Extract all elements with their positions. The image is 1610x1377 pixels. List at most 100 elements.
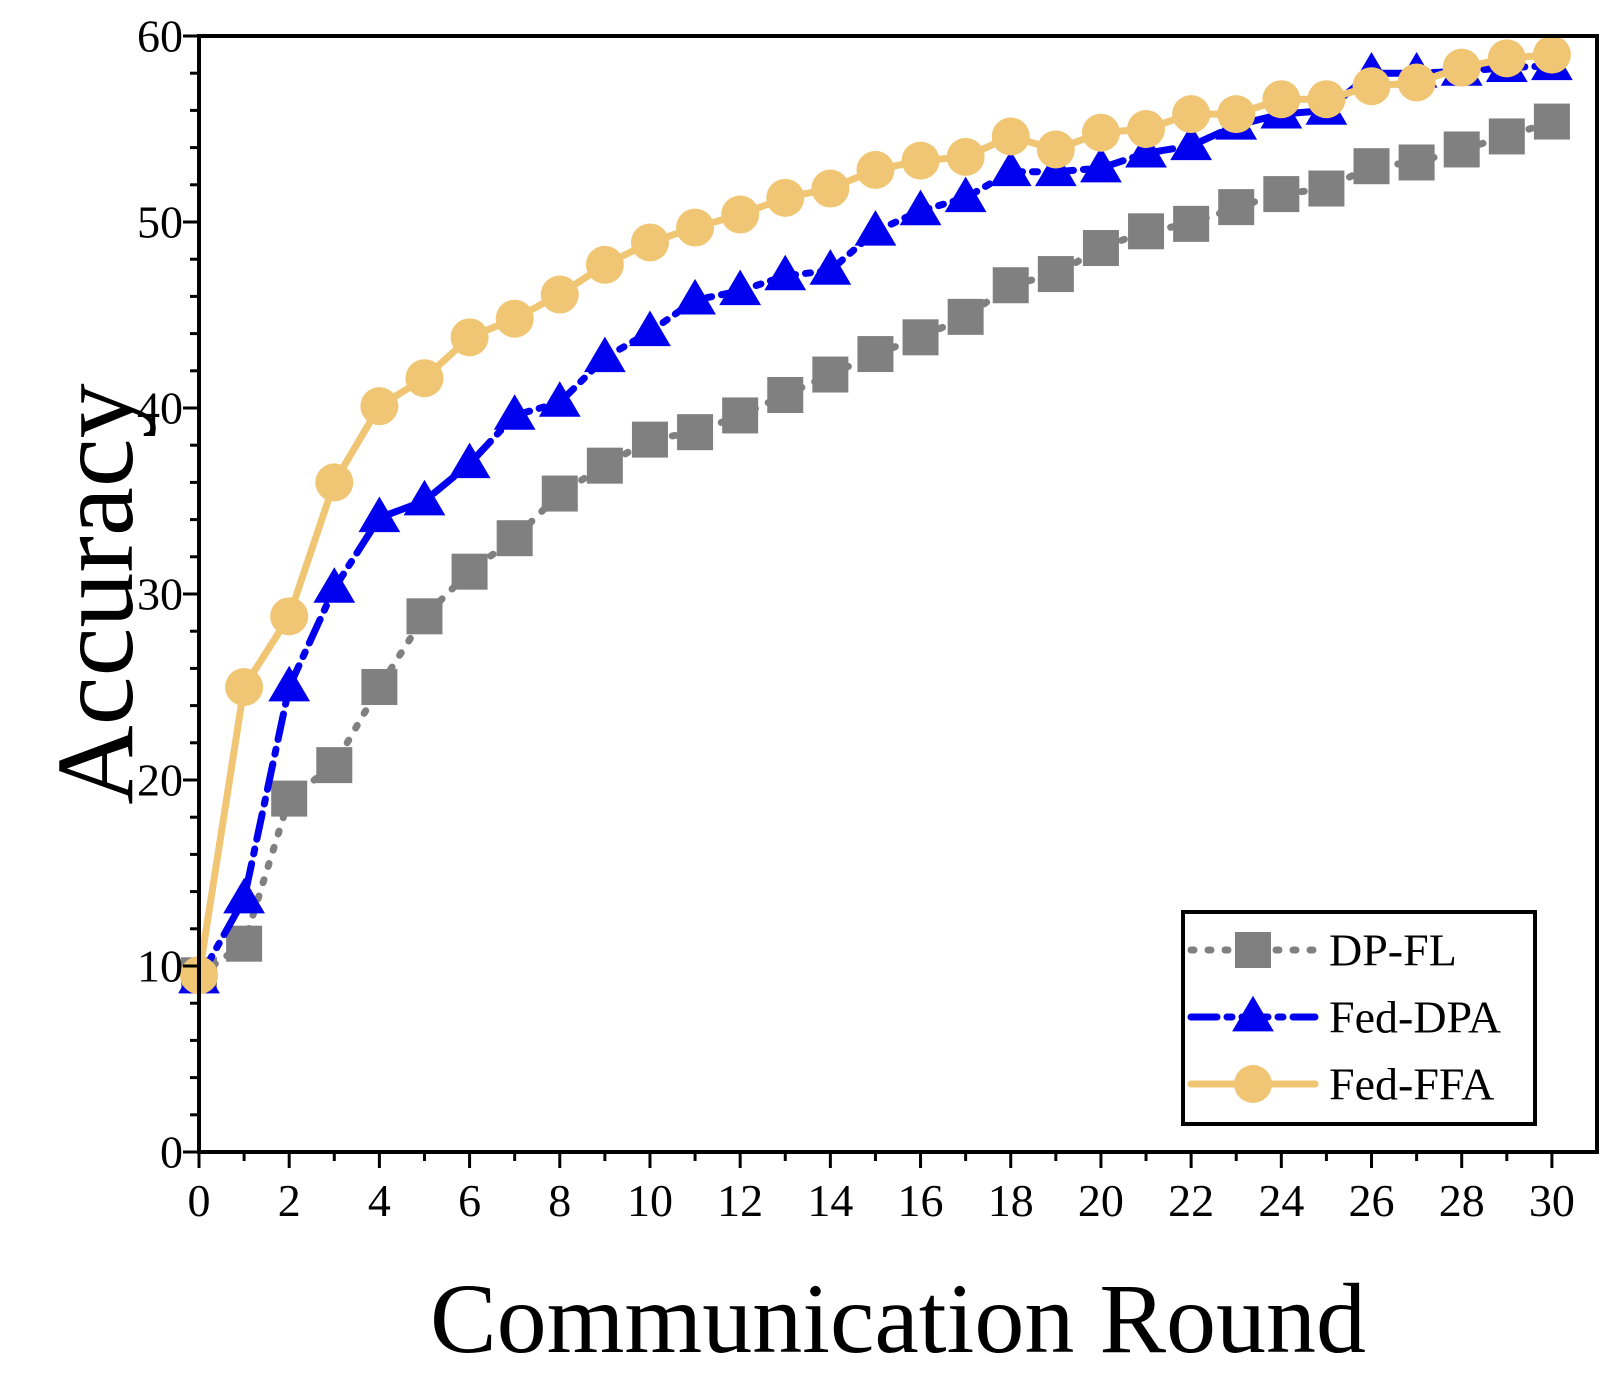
data-point-fed-ffa [225,668,264,706]
data-point-fed-dpa [629,310,671,347]
data-point-fed-ffa [450,318,489,357]
data-point-fed-ffa [1397,63,1436,102]
data-point-dp-fl [677,414,714,451]
data-point-fed-ffa [1442,48,1481,87]
legend-label: Fed-DPA [1329,992,1501,1043]
data-point-fed-ffa [495,299,534,338]
data-point-fed-ffa [270,597,309,636]
legend-entry-dp-fl: DP-FL [1187,925,1457,976]
data-point-fed-dpa [493,394,536,430]
data-point-dp-fl [316,747,353,784]
data-point-fed-dpa [313,567,356,603]
data-point-fed-dpa [1170,124,1213,161]
data-point-dp-fl [406,598,443,635]
data-point-fed-ffa [1487,39,1526,78]
data-point-fed-dpa [223,877,265,914]
data-point-fed-ffa [856,150,895,189]
x-tick-label: 20 [1078,1175,1124,1226]
y-tick-label: 0 [160,1127,183,1178]
data-point-fed-ffa [1127,110,1166,148]
data-point-dp-fl [1218,189,1255,226]
data-point-fed-dpa [583,336,626,373]
data-point-fed-dpa [448,442,491,479]
data-point-fed-dpa [989,150,1032,187]
data-point-dp-fl [1173,205,1210,242]
x-tick-label: 10 [627,1175,673,1226]
data-point-fed-ffa [721,195,760,234]
y-tick-label: 20 [137,755,183,806]
data-point-dp-fl [902,319,939,356]
data-point-fed-ffa [811,169,850,208]
y-tick-label: 40 [137,383,183,434]
series-line-dp-fl [195,118,1556,979]
y-axis-title: Accuracy [34,383,156,804]
data-point-fed-ffa [1081,113,1120,152]
y-tick-label: 30 [137,569,183,620]
data-point-fed-dpa [854,210,897,246]
data-point-dp-fl [722,397,759,434]
data-point-fed-ffa [1262,80,1301,119]
data-point-dp-fl [226,925,263,962]
data-point-dp-fl [1082,230,1119,267]
data-point-fed-ffa [1307,80,1346,119]
plot-area [178,35,1573,995]
x-tick-label: 26 [1349,1175,1395,1226]
data-point-fed-dpa [899,189,942,226]
series-line-fed-ffa [195,51,1556,979]
series-dp-fl [181,103,1570,994]
data-point-fed-dpa [358,496,401,533]
legend-swatch-marker [1234,1065,1272,1103]
data-point-fed-ffa [630,223,669,262]
legend-entry-fed-ffa: Fed-FFA [1187,1059,1494,1110]
data-point-dp-fl [1037,256,1074,293]
data-point-dp-fl [496,520,533,557]
y-tick-label: 10 [137,941,183,992]
data-point-fed-dpa [1080,146,1122,183]
x-tick-label: 28 [1439,1175,1485,1226]
data-point-fed-dpa [944,176,987,213]
x-tick-label: 0 [188,1175,211,1226]
data-point-dp-fl [812,356,849,393]
data-point-fed-ffa [676,208,715,247]
data-point-fed-dpa [764,254,807,291]
data-point-dp-fl [1128,213,1165,250]
data-point-fed-ffa [991,117,1030,156]
data-point-fed-ffa [946,137,985,176]
data-point-fed-ffa [1217,95,1256,134]
data-point-fed-ffa [1036,130,1075,169]
data-point-dp-fl [1533,103,1570,140]
data-point-fed-ffa [901,141,940,180]
data-point-fed-ffa [585,245,624,284]
data-point-dp-fl [1443,131,1480,168]
y-tick-label: 50 [137,197,183,248]
data-point-dp-fl [586,447,623,484]
x-tick-label: 30 [1529,1175,1575,1226]
x-tick-label: 2 [278,1175,301,1226]
data-point-dp-fl [992,267,1029,304]
data-point-dp-fl [947,298,984,335]
data-point-fed-dpa [809,249,852,285]
x-tick-label: 22 [1168,1175,1214,1226]
data-point-dp-fl [1353,148,1390,185]
x-tick-label: 4 [368,1175,391,1226]
data-point-dp-fl [1488,118,1525,155]
data-point-fed-ffa [540,275,579,314]
x-tick-label: 12 [717,1175,763,1226]
data-point-fed-dpa [403,479,446,516]
y-tick-label: 60 [137,11,183,62]
data-point-fed-dpa [1125,131,1167,168]
data-point-fed-dpa [674,278,716,315]
legend-swatch-marker [1232,995,1274,1032]
legend-label: DP-FL [1329,925,1457,976]
data-point-dp-fl [631,421,668,458]
data-point-fed-ffa [1532,35,1571,74]
data-point-dp-fl [767,376,804,413]
data-point-dp-fl [1263,176,1300,213]
series-line-fed-dpa [195,62,1556,983]
x-tick-label: 8 [548,1175,571,1226]
data-point-fed-dpa [719,269,762,306]
data-point-fed-ffa [1172,95,1211,134]
